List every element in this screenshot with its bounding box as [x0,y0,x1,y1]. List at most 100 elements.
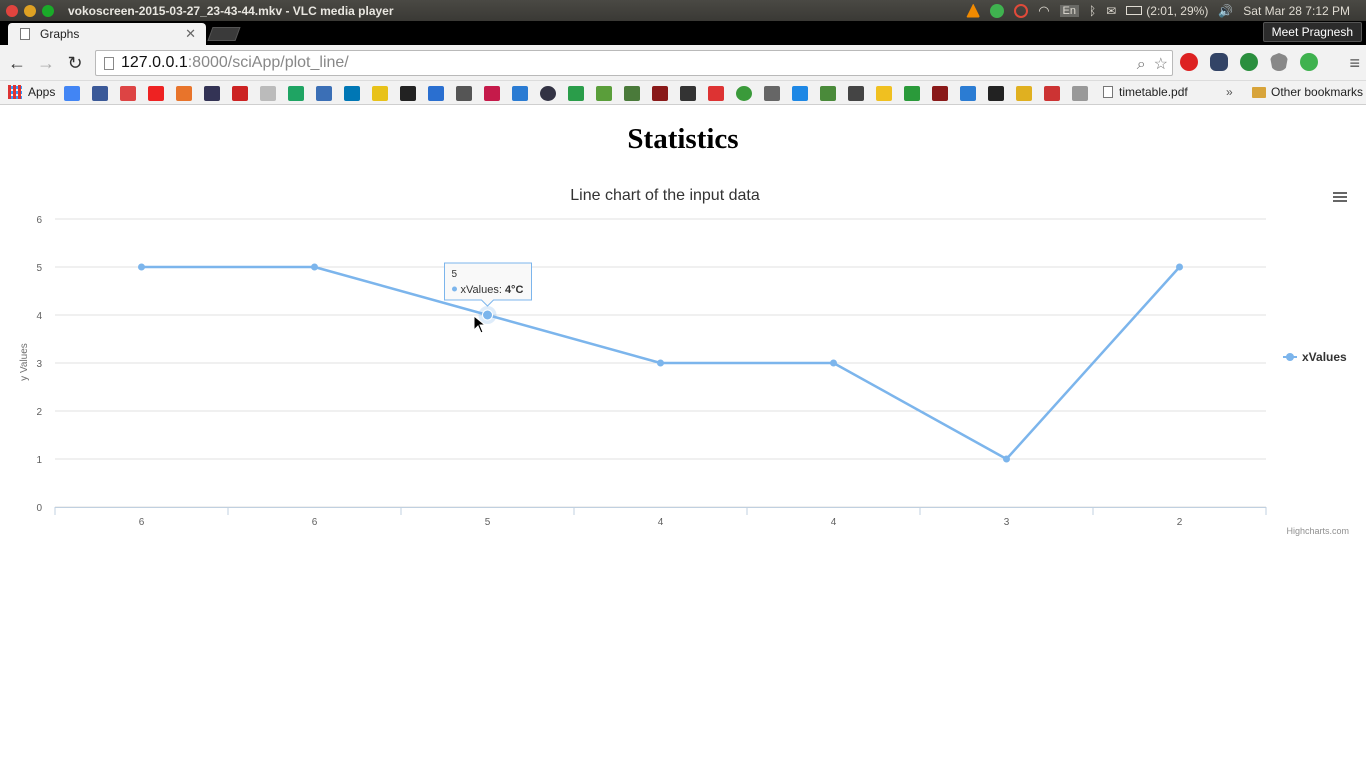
apps-grid-icon [8,85,22,99]
line-chart: Line chart of the input data y Values 0 1… [19,187,1349,536]
tool-bookmark-icon[interactable] [1044,86,1060,101]
credits-link[interactable]: Highcharts.com [1286,526,1349,536]
facebook-bookmark-icon[interactable] [92,86,108,101]
legend-item-xvalues[interactable]: xValues [1283,350,1347,364]
clock[interactable]: Sat Mar 28 7:12 PM [1243,3,1350,18]
adblock-icon[interactable] [1180,53,1198,71]
dropbox-bookmark-icon[interactable] [792,86,808,101]
yellow-bookmark-icon[interactable] [1016,86,1032,101]
series-xvalues[interactable] [138,263,1183,463]
battery-text: (2:01, 29%) [1146,3,1209,18]
chat-icon[interactable] [990,3,1005,18]
id-extension-icon[interactable] [1300,53,1318,71]
edx2-bookmark-icon[interactable] [764,86,780,101]
timetable-bookmark[interactable]: timetable.pdf [1103,85,1188,99]
hangouts-icon[interactable] [1240,53,1258,71]
vlc-icon[interactable] [966,3,981,18]
apps-bookmark[interactable]: Apps [8,85,55,99]
tab-title: Graphs [40,27,80,41]
forward-button[interactable]: → [37,53,55,73]
chart-title: Line chart of the input data [570,187,760,204]
back-button[interactable]: ← [8,53,26,73]
data-point[interactable] [657,359,664,367]
home-bookmark-icon[interactable] [820,86,836,101]
google-bookmark-icon[interactable] [64,86,80,101]
data-point[interactable] [311,263,318,271]
flipkart-bookmark-icon[interactable] [372,86,388,101]
battery-icon [1126,6,1143,15]
gmail-bookmark-icon[interactable] [120,86,136,101]
volume-icon[interactable]: 🔊 [1218,3,1234,18]
person-bookmark-icon[interactable] [1072,86,1088,101]
site-bookmark-icon[interactable] [204,86,220,101]
w3-bookmark-icon[interactable] [596,86,612,101]
other-bookmarks[interactable]: Other bookmarks [1252,85,1363,99]
cloud-icon[interactable] [1210,53,1228,71]
bluetooth-icon[interactable]: ᛒ [1089,3,1097,18]
apps-label: Apps [28,85,56,99]
more-bookmarks-button[interactable]: » [1226,85,1233,99]
amazon-bookmark-icon[interactable] [400,86,416,101]
data-point[interactable] [138,263,145,271]
y-axis-label: y Values [19,343,30,381]
drive-bookmark-icon[interactable] [288,86,304,101]
reload-button[interactable]: ↻ [67,53,83,73]
keyboard-layout[interactable]: En [1059,4,1080,17]
h-bookmark-icon[interactable] [568,86,584,101]
address-bar[interactable]: 127.0.0.1:8000/sciApp/plot_line/ ⌕ ☆ [95,50,1173,76]
timetable-label: timetable.pdf [1119,85,1188,99]
pdf-icon [1103,86,1113,98]
battery-indicator[interactable]: (2:01, 29%) [1126,4,1208,18]
mail-check-bookmark-icon[interactable] [428,86,444,101]
raspberry-bookmark-icon[interactable] [484,86,500,101]
wifi-icon[interactable]: ◠ [1038,2,1050,18]
data-point[interactable] [482,309,493,321]
data-point[interactable] [1003,455,1010,463]
s2-bookmark-icon[interactable] [988,86,1004,101]
mit-bookmark-icon[interactable] [652,86,668,101]
quora-bookmark-icon[interactable] [232,86,248,101]
maximize-window-button[interactable] [42,4,54,17]
data-point[interactable] [1176,263,1183,271]
page-info-icon[interactable] [104,57,114,70]
alarm-icon[interactable] [1014,3,1029,18]
link-bookmark-icon[interactable] [680,86,696,101]
vh-bookmark-icon[interactable] [624,86,640,101]
mail-icon[interactable]: ✉ [1106,3,1117,18]
new-tab-button[interactable] [207,27,241,41]
y-tick-label: 6 [36,215,42,226]
cc-bookmark-icon[interactable] [848,86,864,101]
x-tick-label: 6 [139,517,145,528]
edx-bookmark-icon[interactable] [456,86,472,101]
page-title: Statistics [627,123,739,155]
chrome-menu-icon[interactable]: ≡ [1349,53,1360,73]
browser-toolbar: ← → ↻ 127.0.0.1:8000/sciApp/plot_line/ ⌕… [0,45,1366,81]
minimize-window-button[interactable] [24,4,36,17]
chart-menu-icon[interactable] [1333,192,1347,202]
data-point[interactable] [830,359,837,367]
mit2-bookmark-icon[interactable] [932,86,948,101]
docs-bookmark-icon[interactable] [316,86,332,101]
s-bookmark-icon[interactable] [540,86,556,101]
close-window-button[interactable] [6,4,18,17]
folder-icon [1252,86,1266,98]
x-tick-label: 2 [1177,517,1183,528]
profile-button[interactable]: Meet Pragnesh [1262,22,1362,42]
youtube-bookmark-icon[interactable] [148,86,164,101]
leaf-bookmark-icon[interactable] [904,86,920,101]
bookmark-star-icon[interactable]: ☆ [1153,56,1168,73]
close-tab-icon[interactable]: ✕ [185,26,196,41]
refresh-bookmark-icon[interactable] [512,86,528,101]
blank-bookmark-icon[interactable] [260,86,276,101]
g-bookmark-icon[interactable] [708,86,724,101]
bookmark-icons [64,86,1088,101]
shield-icon[interactable] [1270,53,1288,71]
2048-bookmark-icon[interactable] [876,86,892,101]
tab-graphs[interactable]: Graphs ✕ [8,23,206,45]
circle-bookmark-icon[interactable] [736,86,752,101]
code-bookmark-icon[interactable] [960,86,976,101]
x-tick-label: 6 [312,517,318,528]
search-icon[interactable]: ⌕ [1136,56,1146,73]
linkedin-bookmark-icon[interactable] [344,86,360,101]
instamojo-bookmark-icon[interactable] [176,86,192,101]
